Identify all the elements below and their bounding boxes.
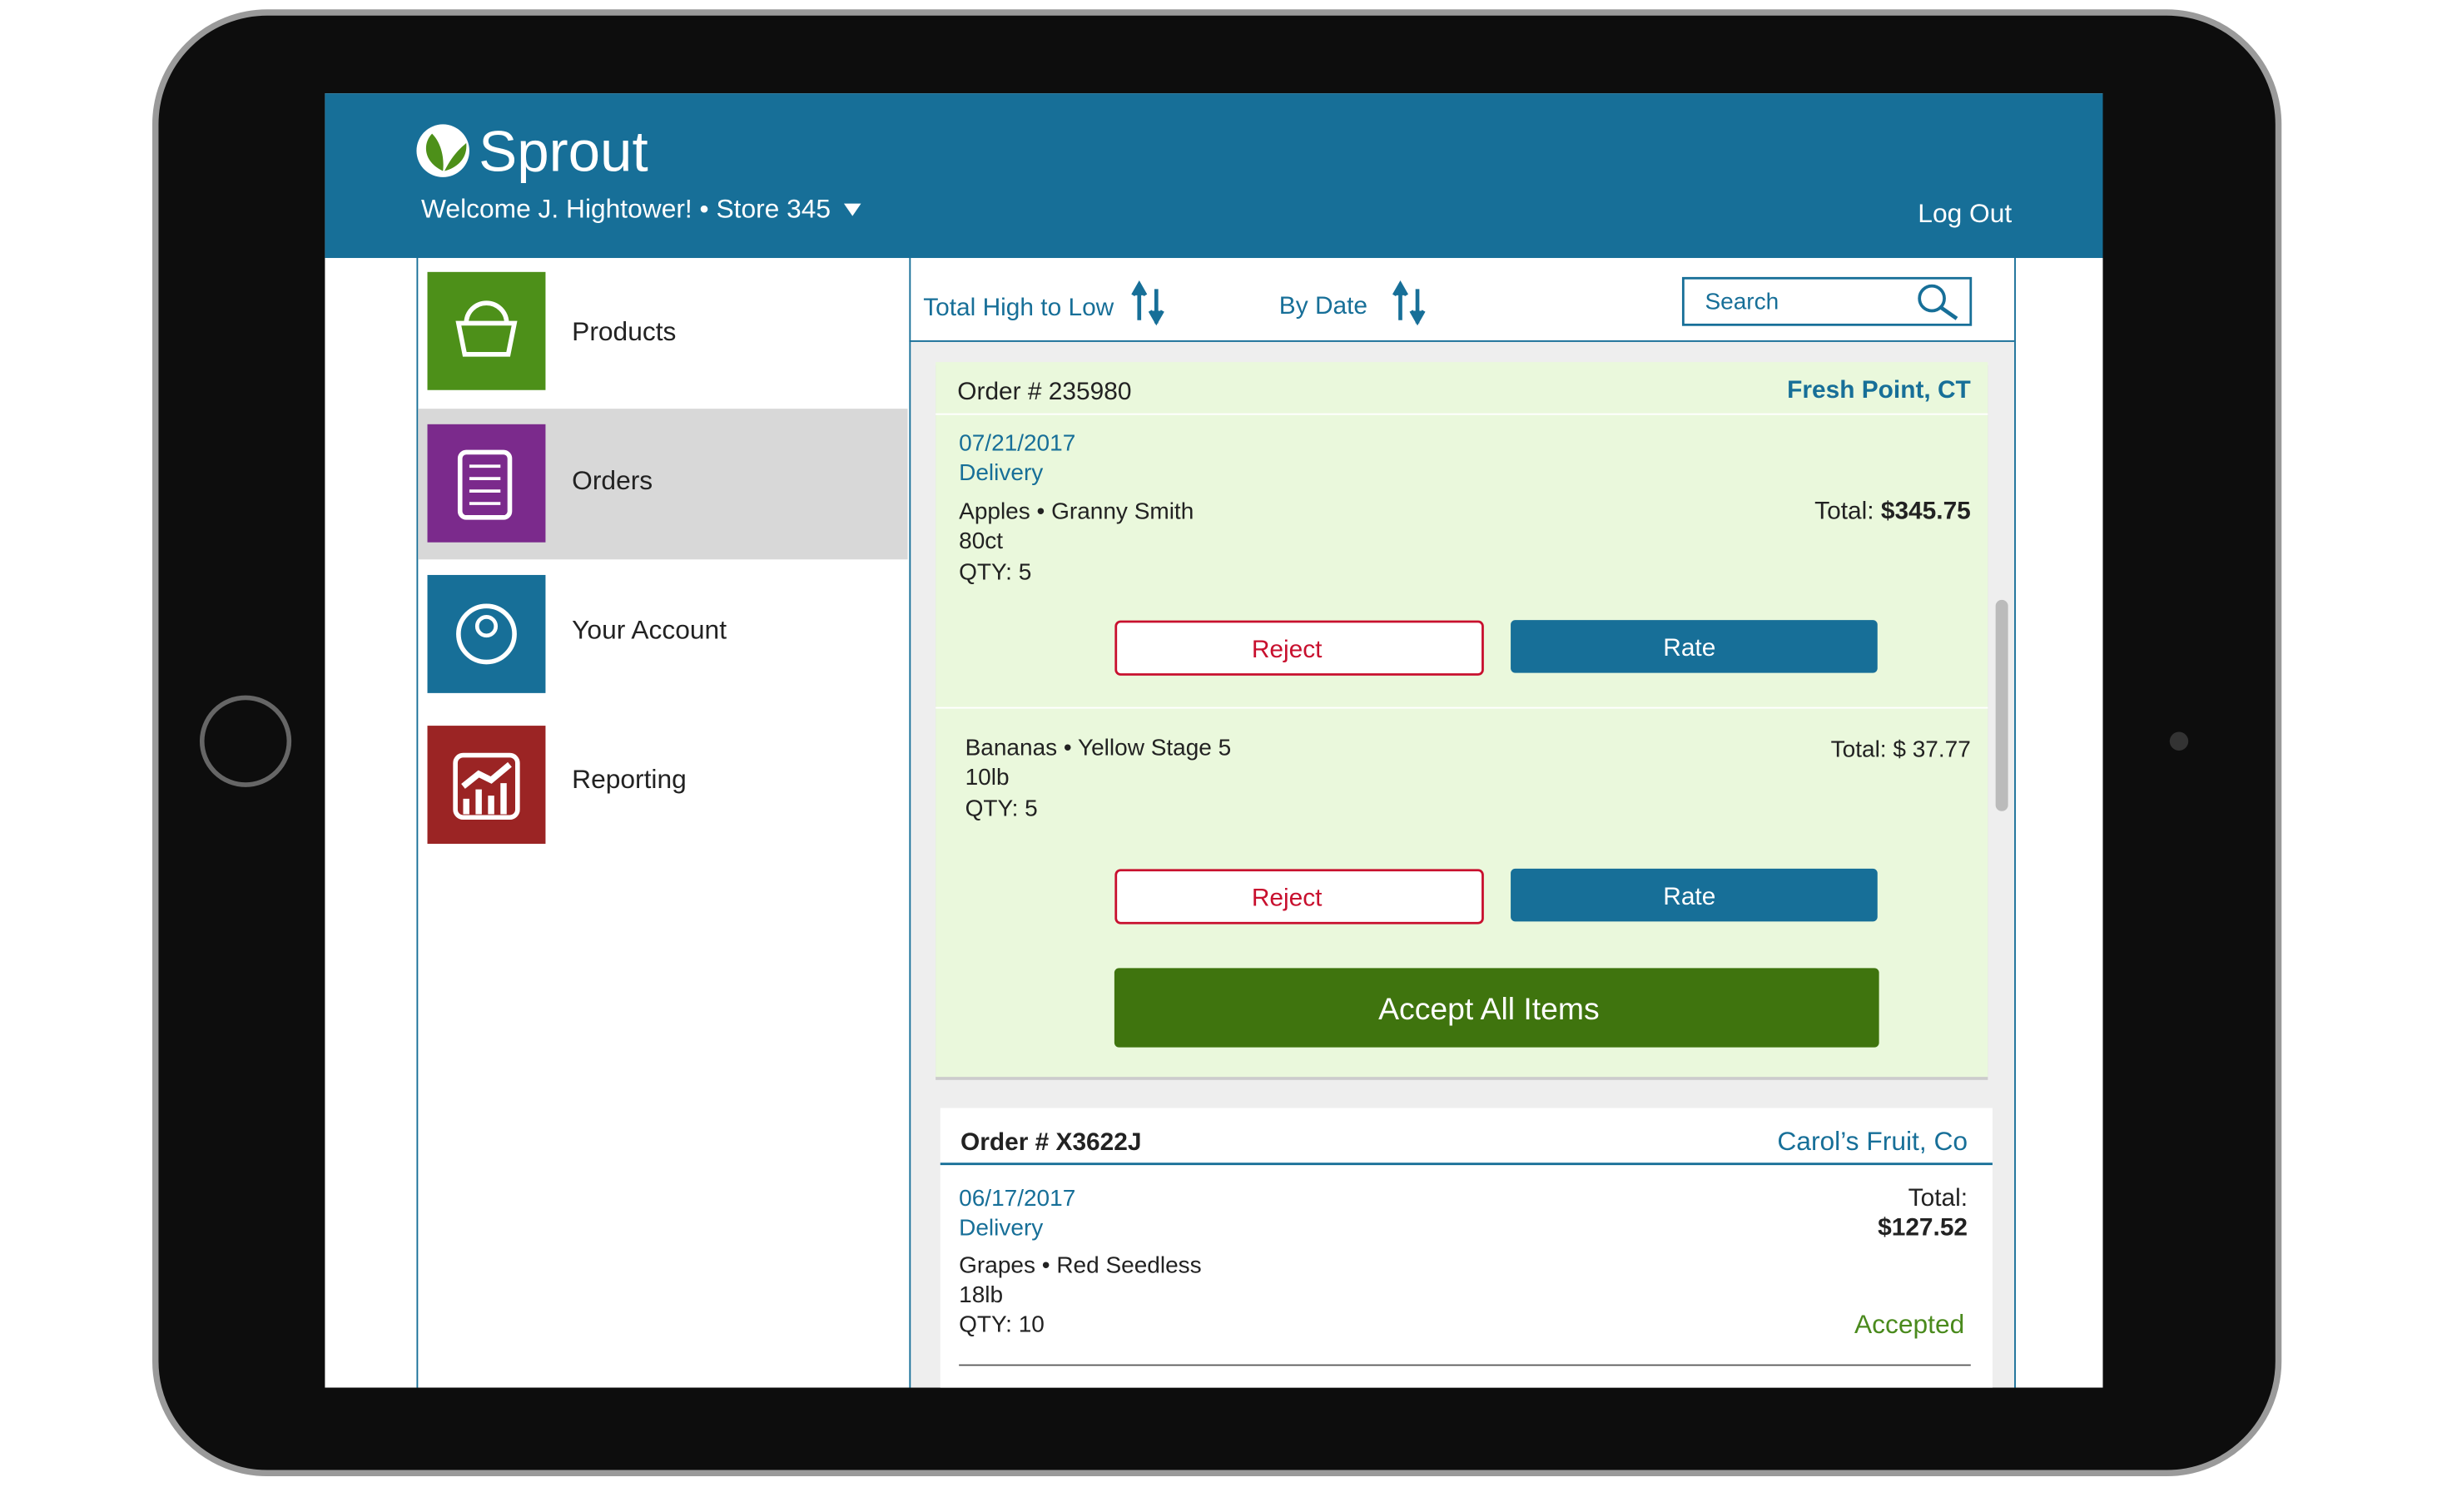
list-lines: [469, 464, 501, 505]
nav-label: Your Account: [572, 615, 727, 645]
nav-account[interactable]: Your Account: [427, 574, 727, 693]
item-name: Bananas • Yellow Stage 5: [965, 735, 1232, 761]
sort-date[interactable]: By Date: [1279, 292, 1367, 320]
order-method: Delivery: [959, 459, 1043, 485]
sort-icon: [1131, 280, 1164, 326]
item-size: 18lb: [959, 1281, 1003, 1307]
nav-icon: [427, 726, 546, 845]
nav-label: Orders: [572, 465, 653, 495]
nav-icon: [427, 271, 546, 390]
nav-label: Reporting: [572, 764, 687, 794]
accept-all-label: Accept All Items: [1378, 991, 1600, 1026]
total-label: Total:: [1908, 1184, 1968, 1212]
search-icon: [1918, 284, 1946, 313]
nav-products[interactable]: Products: [427, 271, 677, 390]
nav-reporting[interactable]: Reporting: [427, 726, 687, 845]
list-icon: [457, 449, 513, 520]
welcome: Welcome J. Hightower! • Store 345: [421, 193, 831, 223]
rate-label: Rate: [1663, 634, 1715, 662]
accept-all-button[interactable]: [1114, 968, 1879, 1048]
item-name: Grapes • Red Seedless: [959, 1252, 1202, 1277]
item-status: Accepted: [1854, 1309, 1964, 1339]
item-name: Apples • Granny Smith: [959, 498, 1194, 524]
total-value: 37.77: [1913, 736, 1971, 761]
search-placeholder: Search: [1705, 289, 1779, 315]
rate-button[interactable]: [1511, 620, 1878, 673]
item-qty: QTY: 5: [965, 795, 1038, 820]
order-card: [936, 362, 1988, 1078]
account-head: [474, 615, 499, 638]
scrollbar[interactable]: [1995, 599, 2008, 811]
reject-button[interactable]: [1114, 620, 1484, 676]
sort-icon: [1392, 280, 1426, 326]
store-dropdown[interactable]: [843, 203, 861, 216]
reject-label: Reject: [1252, 885, 1323, 912]
rate-label: Rate: [1663, 883, 1715, 910]
order-method: Delivery: [959, 1215, 1043, 1241]
account-icon: [456, 603, 517, 665]
total-label: Total:: [1814, 498, 1874, 525]
order-date: 06/17/2017: [959, 1185, 1075, 1211]
home-button[interactable]: [199, 695, 292, 787]
chart-icon: [453, 752, 520, 820]
screen: Sprout Welcome J. Hightower! • Store 345…: [325, 93, 2103, 1388]
total-value: $345.75: [1881, 498, 1971, 525]
brand: Sprout: [479, 118, 648, 183]
order-number: Order # 235980: [957, 378, 1131, 405]
search-icon-handle: [1939, 305, 1958, 320]
sort-total[interactable]: Total High to Low: [923, 294, 1114, 321]
search-box[interactable]: [1681, 276, 1973, 326]
nav-icon: [427, 424, 546, 543]
nav-label: Products: [572, 316, 676, 346]
header-bar: [325, 93, 2103, 259]
reject-button[interactable]: [1114, 869, 1484, 925]
total-value: $127.52: [1878, 1214, 1968, 1242]
item-qty: QTY: 10: [959, 1311, 1045, 1336]
chart-bars: [461, 761, 512, 815]
logo-leaf: [425, 133, 467, 171]
camera: [2169, 731, 2189, 751]
item-total: Total: $345.75: [1814, 498, 1971, 525]
item-qty: QTY: 5: [959, 559, 1031, 585]
reject-label: Reject: [1252, 636, 1323, 663]
item-size: 10lb: [965, 764, 1010, 790]
order-date: 07/21/2017: [959, 430, 1075, 456]
order-card: [940, 1108, 1993, 1388]
item-size: 80ct: [959, 528, 1003, 553]
vendor: Fresh Point, CT: [1787, 376, 1971, 404]
nav-orders[interactable]: Orders: [427, 424, 653, 543]
rate-button[interactable]: [1511, 868, 1878, 922]
vendor: Carol’s Fruit, Co: [1777, 1126, 1968, 1156]
order-number: Order # X3622J: [960, 1128, 1141, 1156]
basket-icon: [455, 300, 518, 357]
item-total: Total: $ 37.77: [1831, 736, 1971, 761]
logout[interactable]: Log Out: [1918, 198, 2012, 228]
total-label: Total: $: [1831, 736, 1907, 761]
